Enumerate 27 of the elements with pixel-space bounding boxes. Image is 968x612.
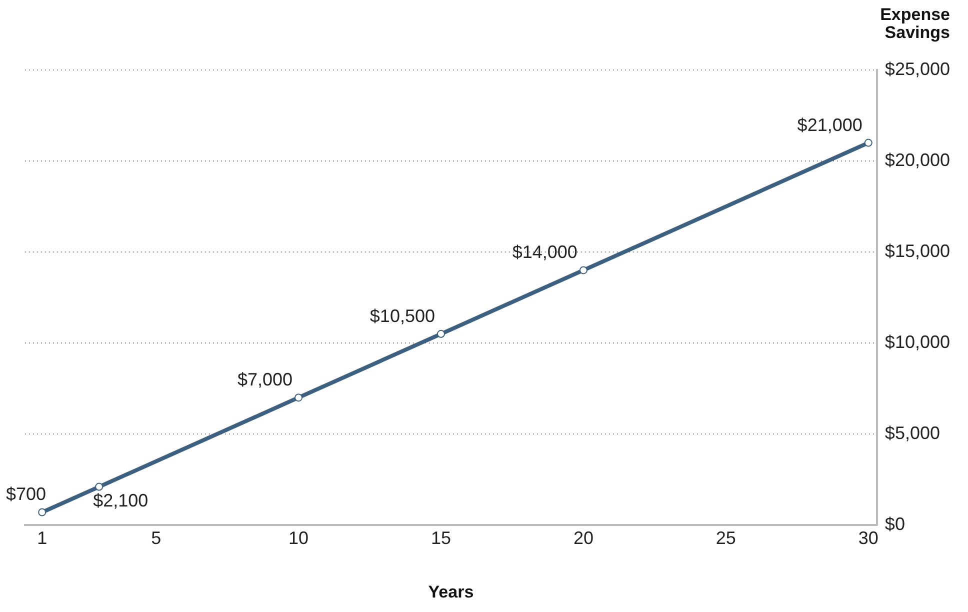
y-axis-title: Expense Savings (879, 5, 950, 42)
point (38, 508, 46, 516)
point (95, 482, 104, 491)
x-tick-label: 10 (288, 528, 309, 548)
x-tick-label: 25 (716, 528, 736, 548)
point (436, 330, 445, 338)
x-tick-label: 15 (430, 528, 452, 548)
data-label: $14,000 (512, 242, 578, 262)
point (294, 394, 303, 402)
x-tick-label: 1 (37, 528, 48, 548)
y-tick-label: $10,000 (884, 332, 950, 352)
y-tick-label: $20,000 (884, 150, 950, 170)
y-tick-label: $0 (884, 514, 905, 534)
point (579, 266, 588, 274)
y-tick-label: $15,000 (884, 240, 950, 261)
x-tick-label: 5 (151, 528, 162, 548)
y-tick-label: $5,000 (884, 422, 940, 443)
x-tick-label: 20 (573, 528, 594, 548)
data-label: $10,500 (370, 306, 435, 326)
x-axis-title: Years (428, 582, 474, 602)
x-tick-label: 30 (858, 528, 878, 548)
data-label: $7,000 (237, 370, 293, 390)
data-label: $21,000 (797, 114, 862, 135)
point (864, 138, 872, 147)
data-label: $2,100 (93, 490, 148, 511)
data-label: $700 (6, 484, 46, 504)
y-tick-label: $25,000 (884, 58, 950, 79)
